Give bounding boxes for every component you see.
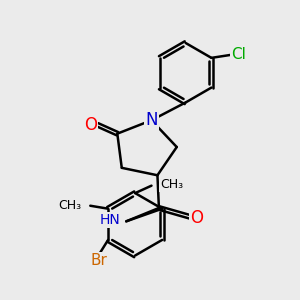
Text: HN: HN xyxy=(100,213,121,227)
Text: N: N xyxy=(145,111,158,129)
Text: CH₃: CH₃ xyxy=(160,178,184,191)
Text: CH₃: CH₃ xyxy=(58,199,81,212)
Text: O: O xyxy=(190,209,203,227)
Text: O: O xyxy=(84,116,97,134)
Text: Br: Br xyxy=(91,253,108,268)
Text: Cl: Cl xyxy=(232,47,247,62)
